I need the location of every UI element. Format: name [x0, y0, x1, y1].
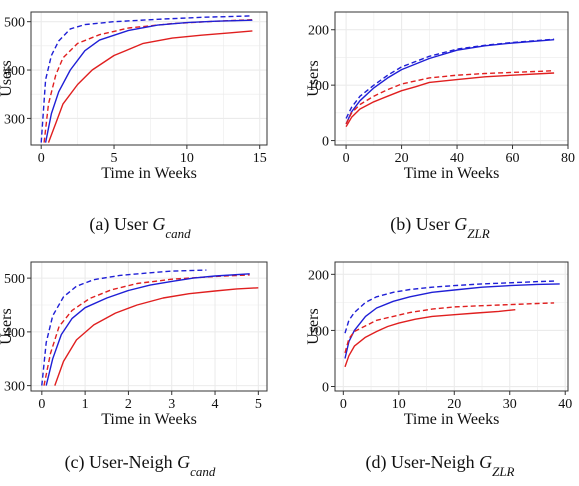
x-axis-title: Time in Weeks	[101, 165, 197, 182]
caption-prefix: (c) User-Neigh	[65, 452, 178, 473]
x-tick-label: 2	[125, 397, 132, 412]
series-line-red-solid	[345, 72, 555, 128]
plot-background	[335, 262, 568, 391]
chart-panel-3: 0 1 2 3 4 5 300 400 500 Time in Weeks Users	[0, 261, 268, 428]
subfigure-caption: (c) User-Neigh Gcand	[65, 452, 216, 479]
y-tick-label: 200	[308, 24, 329, 39]
x-tick-label: 10	[392, 397, 406, 412]
x-axis-title: Time in Weeks	[404, 165, 500, 182]
plot-background	[31, 262, 267, 391]
series-line-blue-dashed	[40, 15, 253, 143]
caption-prefix: (b) User	[390, 214, 454, 235]
series-line-red-solid	[344, 309, 516, 368]
x-tick-label: 0	[340, 397, 347, 412]
caption-subscript: ZLR	[492, 464, 514, 479]
x-tick-label: 0	[38, 151, 45, 166]
x-tick-label: 20	[447, 397, 461, 412]
series-line-red-solid	[47, 30, 253, 143]
subfigure-caption: (d) User-Neigh GZLR	[365, 452, 514, 479]
y-tick-label: 100	[308, 79, 329, 94]
x-tick-label: 5	[255, 397, 262, 412]
x-tick-label: 15	[253, 151, 267, 166]
x-tick-label: 0	[38, 397, 45, 412]
y-tick-label: 0	[322, 135, 329, 150]
y-tick-label: 300	[4, 380, 25, 395]
caption-symbol: G	[177, 452, 190, 472]
plot-frame	[334, 261, 569, 392]
series-line-blue-solid	[45, 273, 250, 386]
y-axis-title: Users	[0, 60, 15, 96]
plot-frame	[30, 11, 268, 146]
y-tick-label: 100	[308, 324, 329, 339]
x-tick-label: 80	[561, 151, 575, 166]
plot-frame	[30, 261, 268, 392]
series-line-blue-dashed	[41, 269, 207, 386]
chart-panel-2: 0 20 40 60 80 0 100 200 Time in Weeks Users	[305, 11, 575, 182]
x-tick-label: 20	[395, 151, 409, 166]
x-tick-label: 3	[168, 397, 175, 412]
chart-panel-4: 0 10 20 30 40 0 100 200 Time in Weeks Users	[305, 261, 572, 428]
y-tick-label: 400	[4, 64, 25, 79]
x-tick-label: 10	[180, 151, 194, 166]
plot-frame	[334, 11, 569, 146]
caption-symbol: G	[479, 452, 492, 472]
x-axis-title: Time in Weeks	[101, 411, 197, 428]
y-axis-title: Users	[305, 60, 322, 96]
subfigure-caption: (a) User Gcand	[89, 214, 191, 241]
y-tick-label: 400	[4, 326, 25, 341]
y-tick-label: 0	[322, 381, 329, 396]
chart-panel-1: 0 5 10 15 300 400 500 Time in Weeks Users	[0, 11, 268, 182]
y-tick-label: 200	[308, 268, 329, 283]
x-tick-label: 60	[506, 151, 520, 166]
gridlines	[31, 262, 267, 391]
caption-symbol: G	[454, 214, 467, 234]
x-axis-title: Time in Weeks	[404, 411, 500, 428]
caption-prefix: (a) User	[89, 214, 152, 235]
caption-prefix: (d) User-Neigh	[365, 452, 479, 473]
series-line-blue-solid	[345, 39, 555, 125]
caption-subscript: cand	[190, 464, 216, 479]
x-tick-label: 40	[558, 397, 572, 412]
x-tick-label: 5	[111, 151, 118, 166]
x-tick-label: 0	[343, 151, 350, 166]
y-tick-label: 500	[4, 272, 25, 287]
caption-symbol: G	[152, 214, 165, 234]
plot-background	[31, 12, 267, 145]
y-tick-label: 500	[4, 16, 25, 31]
y-axis-title: Users	[0, 308, 15, 344]
x-tick-label: 1	[82, 397, 89, 412]
series-line-blue-dashed	[344, 280, 555, 334]
series-line-blue-solid	[344, 283, 560, 359]
x-tick-label: 40	[450, 151, 464, 166]
y-tick-label: 300	[4, 112, 25, 127]
caption-subscript: ZLR	[467, 226, 489, 241]
subfigure-caption: (b) User GZLR	[390, 214, 489, 241]
y-axis-title: Users	[305, 308, 322, 344]
series-line-red-solid	[54, 287, 259, 386]
series-line-blue-solid	[44, 19, 253, 143]
series-line-red-dashed	[345, 70, 555, 125]
x-tick-label: 4	[212, 397, 219, 412]
x-tick-label: 30	[503, 397, 517, 412]
plot-background	[335, 12, 568, 145]
caption-subscript: cand	[165, 226, 191, 241]
series-line-red-dashed	[344, 302, 555, 354]
